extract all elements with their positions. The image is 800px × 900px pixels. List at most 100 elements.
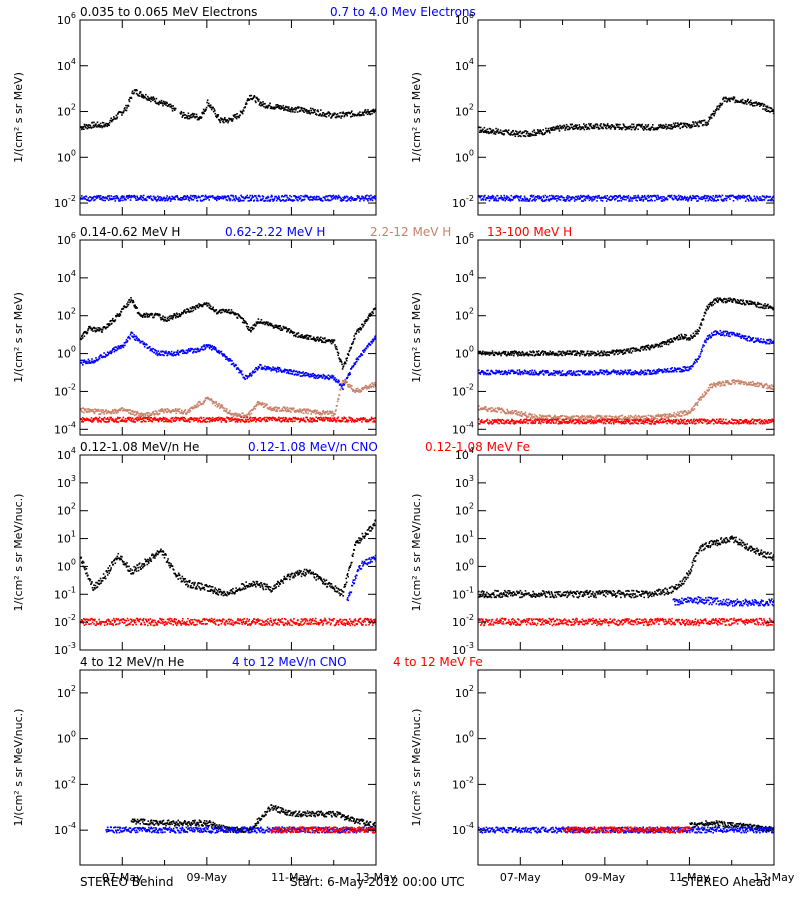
data-point — [629, 125, 632, 127]
data-point — [285, 327, 288, 329]
data-point — [124, 344, 126, 347]
data-point — [694, 197, 696, 199]
data-point — [227, 120, 230, 122]
data-point — [762, 108, 764, 110]
data-point — [104, 123, 106, 126]
data-point — [188, 197, 190, 199]
data-point — [178, 313, 180, 315]
data-point — [596, 197, 599, 199]
data-point — [153, 351, 156, 354]
data-point — [574, 350, 576, 352]
data-point — [211, 416, 214, 419]
data-point — [160, 417, 162, 420]
data-point — [372, 196, 374, 198]
data-point — [320, 197, 323, 200]
data-point — [186, 196, 188, 198]
data-point — [374, 109, 376, 111]
data-point — [119, 345, 122, 347]
data-point — [191, 348, 194, 350]
data-point — [271, 419, 273, 421]
data-point — [551, 197, 554, 200]
data-point — [227, 359, 229, 361]
data-point — [169, 200, 172, 202]
data-point — [209, 106, 211, 109]
data-point — [321, 413, 323, 416]
data-point — [581, 350, 583, 352]
data-point — [728, 97, 730, 100]
data-point — [318, 376, 321, 378]
data-point — [236, 415, 238, 418]
data-point — [325, 339, 327, 342]
data-point — [257, 318, 260, 320]
data-point — [228, 198, 231, 200]
data-point — [92, 420, 94, 423]
data-point — [98, 413, 100, 415]
data-point — [166, 199, 169, 202]
data-point — [594, 196, 596, 199]
data-point — [332, 417, 334, 420]
data-point — [161, 102, 163, 104]
data-point — [290, 330, 293, 332]
data-point — [135, 306, 137, 308]
data-point — [195, 116, 197, 118]
data-point — [313, 111, 316, 113]
data-point — [646, 128, 648, 131]
data-point — [276, 104, 279, 106]
data-point — [490, 353, 492, 355]
data-point — [489, 197, 492, 200]
data-point — [278, 198, 281, 201]
data-point — [257, 321, 259, 323]
data-point — [159, 410, 161, 413]
data-point — [544, 199, 546, 202]
data-point — [357, 113, 359, 116]
data-point — [217, 312, 219, 315]
data-point — [650, 128, 652, 130]
data-point — [180, 197, 182, 199]
data-point — [514, 195, 516, 198]
data-point — [275, 418, 278, 420]
data-point — [583, 353, 586, 356]
data-point — [712, 200, 715, 202]
data-point — [652, 128, 655, 131]
data-point — [126, 410, 129, 412]
data-point — [366, 418, 368, 421]
data-point — [231, 416, 233, 419]
data-point — [195, 417, 197, 420]
data-point — [235, 117, 238, 120]
data-point — [292, 199, 295, 201]
data-point — [231, 199, 234, 202]
data-point — [163, 411, 165, 414]
data-point — [604, 127, 607, 129]
data-point — [326, 195, 329, 198]
data-point — [605, 200, 608, 202]
data-point — [619, 194, 621, 197]
data-point — [154, 197, 156, 199]
data-point — [563, 125, 566, 128]
data-point — [355, 199, 357, 201]
data-point — [153, 316, 155, 319]
data-point — [158, 409, 160, 412]
data-point — [156, 200, 158, 202]
data-point — [167, 352, 169, 355]
data-point — [642, 129, 645, 131]
data-point — [197, 348, 200, 350]
data-point — [531, 200, 533, 202]
data-point — [500, 354, 502, 357]
data-point — [365, 420, 368, 423]
data-point — [122, 420, 124, 423]
data-point — [161, 317, 163, 319]
data-point — [484, 131, 487, 133]
data-point — [138, 418, 141, 421]
data-point — [524, 130, 526, 132]
data-point — [568, 200, 571, 202]
data-point — [701, 120, 703, 122]
data-point — [545, 129, 548, 132]
data-point — [572, 125, 575, 128]
data-point — [82, 421, 85, 423]
data-point — [214, 198, 216, 200]
data-point — [175, 419, 177, 421]
data-point — [678, 196, 681, 198]
data-point — [123, 110, 125, 112]
data-point — [235, 313, 238, 315]
